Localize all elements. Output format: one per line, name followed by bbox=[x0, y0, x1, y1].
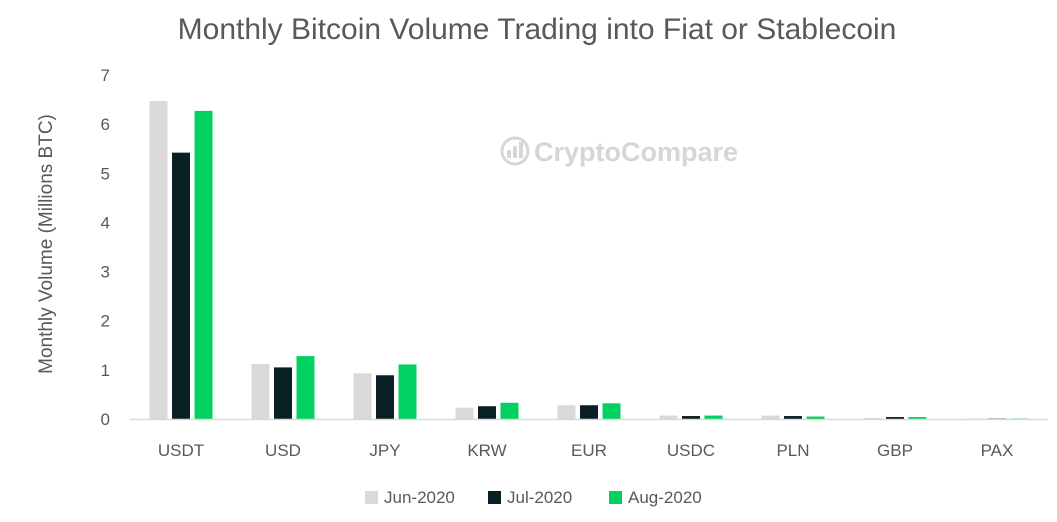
bar-usdc-jun-2020 bbox=[659, 415, 678, 419]
legend-swatch bbox=[488, 491, 501, 504]
watermark: CryptoCompare bbox=[500, 136, 738, 167]
bar-pln-jul-2020 bbox=[784, 416, 802, 419]
y-tick-label: 3 bbox=[101, 263, 110, 282]
bar-pln-jun-2020 bbox=[761, 415, 780, 419]
watermark-text-crypto: Crypto bbox=[534, 137, 621, 167]
bar-krw-jul-2020 bbox=[478, 406, 496, 419]
bar-krw-aug-2020 bbox=[500, 402, 519, 419]
x-tick-label: JPY bbox=[369, 441, 400, 460]
bar-jpy-jun-2020 bbox=[353, 373, 372, 419]
legend-label: Jun-2020 bbox=[384, 488, 455, 507]
legend-swatch bbox=[365, 491, 378, 504]
y-tick-label: 6 bbox=[101, 115, 110, 134]
bar-eur-jul-2020 bbox=[580, 405, 598, 419]
legend-label: Aug-2020 bbox=[628, 488, 702, 507]
y-tick-label: 4 bbox=[101, 213, 110, 232]
y-axis-ticks: 0 1 2 3 4 5 6 7 bbox=[101, 66, 110, 429]
bars bbox=[149, 101, 1029, 420]
x-tick-label: PLN bbox=[776, 441, 809, 460]
x-tick-label: GBP bbox=[877, 441, 913, 460]
watermark-text: CryptoCompare bbox=[534, 137, 738, 167]
legend-label: Jul-2020 bbox=[507, 488, 572, 507]
bar-usdc-jul-2020 bbox=[682, 416, 700, 419]
x-tick-label: KRW bbox=[467, 441, 506, 460]
cryptocompare-logo-icon bbox=[500, 136, 530, 166]
bar-usdt-aug-2020 bbox=[194, 110, 213, 420]
bar-usdc-aug-2020 bbox=[704, 415, 723, 419]
y-tick-label: 2 bbox=[101, 312, 110, 331]
bar-krw-jun-2020 bbox=[455, 407, 474, 419]
bar-jpy-aug-2020 bbox=[398, 364, 417, 419]
y-tick-label: 7 bbox=[101, 66, 110, 85]
chart-title: Monthly Bitcoin Volume Trading into Fiat… bbox=[178, 13, 897, 46]
x-tick-label: USDT bbox=[158, 441, 204, 460]
y-tick-label: 5 bbox=[101, 164, 110, 183]
legend: Jun-2020 Jul-2020 Aug-2020 bbox=[365, 488, 702, 507]
x-tick-label: EUR bbox=[571, 441, 607, 460]
x-tick-label: USD bbox=[265, 441, 301, 460]
watermark-text-compare: Compare bbox=[621, 137, 738, 167]
bar-eur-jun-2020 bbox=[557, 405, 576, 419]
bar-jpy-jul-2020 bbox=[376, 375, 394, 419]
bar-usd-jul-2020 bbox=[274, 367, 292, 419]
bar-gbp-jul-2020 bbox=[886, 417, 904, 419]
x-tick-label: USDC bbox=[667, 441, 715, 460]
y-axis-label: Monthly Volume (Millions BTC) bbox=[36, 114, 57, 374]
bar-usd-aug-2020 bbox=[296, 356, 315, 419]
bar-usdt-jun-2020 bbox=[149, 101, 168, 420]
bar-gbp-aug-2020 bbox=[908, 417, 927, 419]
bar-usd-jun-2020 bbox=[251, 363, 270, 419]
y-tick-label: 1 bbox=[101, 361, 110, 380]
legend-swatch bbox=[609, 491, 622, 504]
x-axis-categories: USDT USD JPY KRW EUR USDC PLN GBP PAX bbox=[158, 441, 1014, 460]
y-tick-label: 0 bbox=[101, 410, 110, 429]
bar-usdt-jul-2020 bbox=[172, 152, 190, 419]
bar-eur-aug-2020 bbox=[602, 403, 621, 419]
x-tick-label: PAX bbox=[981, 441, 1014, 460]
bar-gbp-jun-2020 bbox=[863, 418, 882, 419]
bar-pln-aug-2020 bbox=[806, 416, 825, 419]
